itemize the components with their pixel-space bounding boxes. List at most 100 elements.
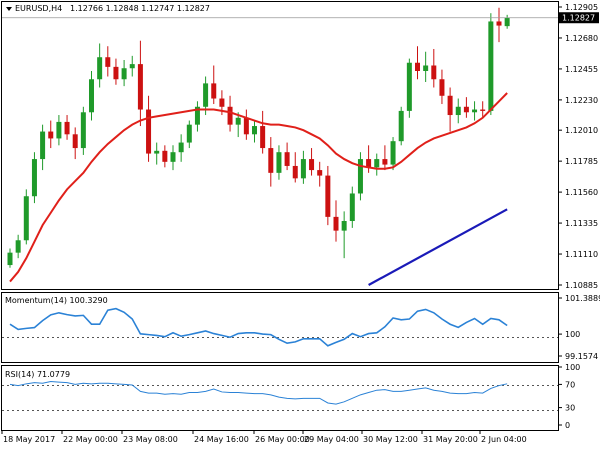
bullish-candle	[488, 21, 494, 111]
time-axis-label: 23 May 08:00	[123, 435, 178, 444]
bearish-candle	[137, 64, 143, 110]
bullish-candle	[455, 106, 461, 116]
time-axis-label: 26 May 00:00	[255, 435, 310, 444]
bullish-candle	[276, 152, 282, 173]
price-tick-label: 1.12455	[565, 65, 598, 74]
bullish-candle	[349, 193, 355, 222]
bullish-candle	[23, 196, 29, 241]
bearish-candle	[431, 65, 437, 80]
bearish-candle	[382, 159, 388, 165]
bearish-candle	[447, 95, 453, 116]
rsi-pane-frame	[1, 365, 559, 431]
bearish-candle	[113, 66, 119, 80]
momentum-tick-label: 100	[565, 330, 580, 339]
price-tick-label: 1.11110	[565, 250, 598, 259]
bullish-candle	[178, 142, 184, 153]
price-tick-label: 1.10885	[565, 281, 598, 290]
rsi-line	[9, 380, 508, 405]
rsi-tick-label: 30	[565, 404, 575, 413]
bearish-candle	[268, 148, 274, 173]
time-axis-label: 24 May 16:00	[194, 435, 249, 444]
bullish-candle	[31, 159, 37, 197]
time-axis-label: 18 May 2017	[3, 435, 55, 444]
momentum-tick-label: 101.3889	[565, 294, 600, 303]
momentum-pane-frame	[1, 292, 559, 363]
bearish-candle	[317, 170, 323, 176]
bullish-candle	[235, 117, 241, 125]
bullish-candle	[154, 150, 160, 154]
rsi-tick-label: 70	[565, 380, 575, 389]
price-tick-label: 1.11335	[565, 219, 598, 228]
bullish-candle	[341, 221, 347, 231]
bearish-candle	[64, 121, 70, 135]
bearish-candle	[415, 62, 420, 71]
bullish-candle	[203, 83, 209, 107]
bullish-candle	[121, 68, 127, 80]
bullish-candle	[390, 141, 396, 165]
candles-group	[7, 7, 510, 268]
bullish-candle	[357, 159, 363, 194]
bearish-candle	[292, 165, 298, 179]
bullish-candle	[89, 79, 94, 113]
time-axis-label: 29 May 04:00	[304, 435, 359, 444]
bullish-candle	[129, 64, 135, 69]
current-price-box	[559, 12, 599, 24]
bullish-candle	[40, 131, 46, 160]
bearish-candle	[284, 152, 290, 166]
time-axis-label: 2 Jun 04:00	[481, 435, 527, 444]
overlay-lines	[9, 92, 508, 286]
bullish-candle	[504, 17, 510, 27]
rsi-title: RSI(14) 71.0779	[5, 370, 70, 379]
bearish-candle	[146, 109, 152, 154]
bearish-candle	[243, 117, 249, 135]
bullish-candle	[56, 121, 62, 139]
momentum-tick-label: 99.1574	[565, 352, 598, 361]
bearish-candle	[105, 57, 111, 67]
trend-line	[368, 208, 508, 286]
price-tick-label: 1.12680	[565, 34, 598, 43]
bullish-candle	[406, 62, 412, 111]
price-tick-label: 1.11785	[565, 157, 598, 166]
bearish-candle	[309, 159, 315, 171]
bullish-candle	[194, 106, 200, 125]
bearish-candle	[48, 131, 54, 139]
momentum-title: Momentum(14) 100.3290	[5, 296, 108, 305]
rsi-tick-label: 0	[565, 421, 570, 430]
bearish-candle	[211, 83, 217, 99]
dropdown-triangle-icon[interactable]	[6, 7, 12, 11]
time-axis-label: 31 May 20:00	[423, 435, 478, 444]
main-pane-frame	[1, 1, 559, 290]
bearish-candle	[496, 21, 502, 26]
header: EURUSD,H4 1.12766 1.12848 1.12747 1.1282…	[6, 4, 210, 13]
price-tick-label: 1.11560	[565, 188, 598, 197]
time-axis-label: 22 May 00:00	[63, 435, 118, 444]
bullish-candle	[97, 57, 103, 80]
bearish-candle	[227, 106, 233, 125]
bearish-candle	[72, 134, 78, 149]
bearish-candle	[463, 106, 469, 113]
price-tick-label: 1.12905	[565, 3, 598, 12]
bearish-candle	[219, 98, 225, 107]
bullish-candle	[186, 124, 192, 143]
bullish-candle	[472, 109, 478, 113]
bullish-candle	[15, 240, 21, 253]
moving-average-line	[9, 92, 508, 283]
ohlc-quote: 1.12766 1.12848 1.12747 1.12827	[70, 4, 210, 13]
bullish-candle	[374, 159, 380, 168]
rsi-tick-label: 100	[565, 363, 580, 372]
bullish-candle	[252, 126, 257, 135]
bullish-candle	[398, 110, 404, 142]
price-tick-label: 1.12230	[565, 96, 598, 105]
bullish-candle	[423, 65, 429, 71]
time-axis-label: 30 May 12:00	[363, 435, 418, 444]
bullish-candle	[300, 159, 306, 179]
bearish-candle	[325, 175, 331, 217]
bearish-candle	[260, 126, 266, 149]
price-tick-label: 1.12010	[565, 126, 598, 135]
indicator-lines	[9, 307, 508, 405]
current-price-marker: 1.12827	[2, 12, 599, 24]
x-axis-labels: 18 May 2017 22 May 00:00 23 May 08:00 24 Ma…	[1, 430, 527, 444]
bearish-candle	[439, 79, 445, 96]
